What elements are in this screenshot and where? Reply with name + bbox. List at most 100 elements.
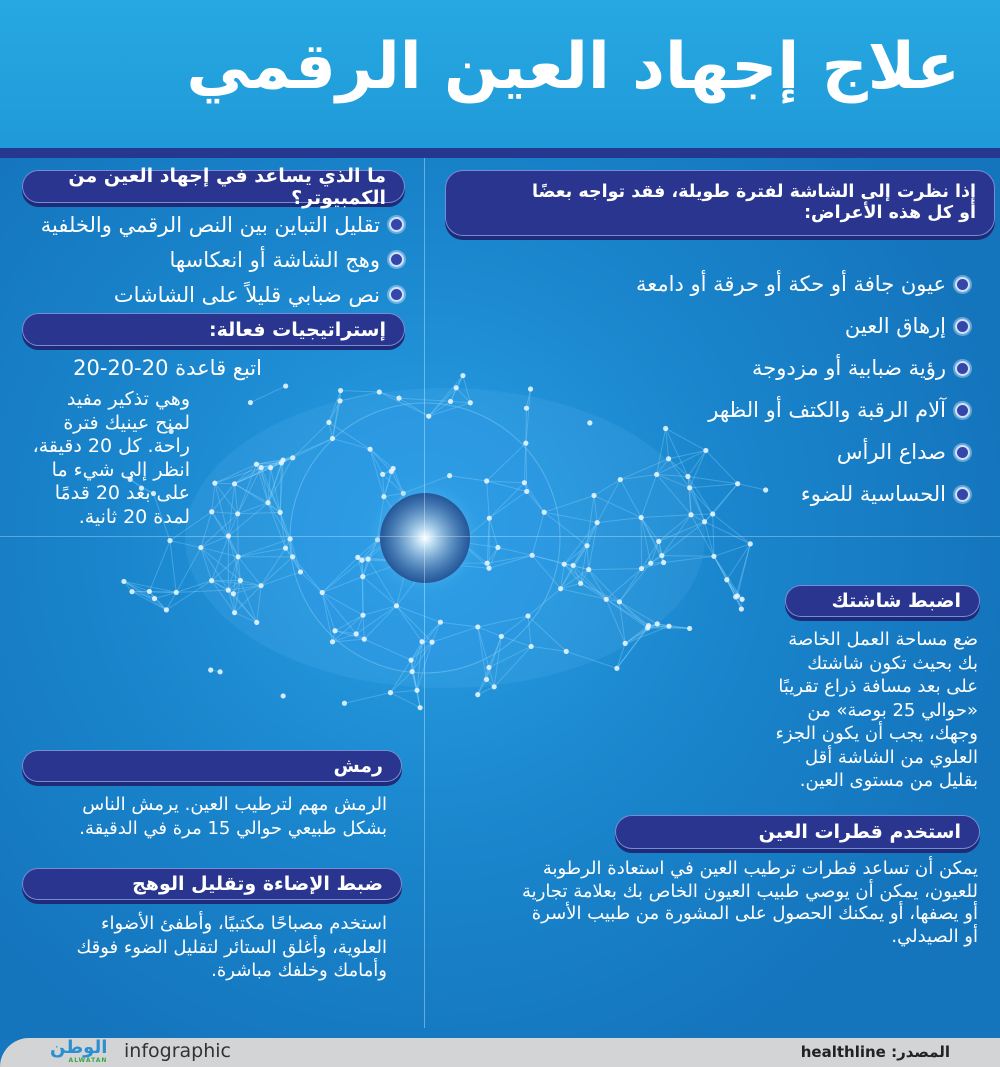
- mesh-line: [233, 585, 262, 595]
- mesh-line: [200, 513, 239, 548]
- mesh-line: [267, 457, 294, 503]
- mesh-line: [322, 576, 363, 593]
- mesh-node: [208, 578, 215, 584]
- mesh-node: [486, 565, 492, 571]
- mesh-line: [369, 448, 392, 472]
- mesh-line: [214, 482, 235, 485]
- mesh-node: [523, 405, 530, 411]
- bullet-icon: [955, 402, 970, 418]
- mesh-line: [227, 535, 241, 581]
- mesh-line: [300, 571, 323, 593]
- mesh-node: [498, 633, 504, 640]
- mesh-line: [321, 592, 364, 616]
- bullet-icon: [955, 318, 970, 334]
- mesh-line: [689, 487, 714, 515]
- header-divider: [0, 148, 1000, 158]
- mesh-node: [701, 519, 708, 525]
- text-line: على بعد مسافة ذراع تقريبًا: [778, 676, 978, 697]
- mesh-node: [235, 554, 241, 560]
- mesh-line: [255, 463, 281, 513]
- mesh-line: [687, 476, 714, 515]
- mesh-line: [237, 511, 281, 515]
- mesh-line: [665, 428, 689, 477]
- mesh-line: [369, 448, 394, 469]
- question-heading: ما الذي يساعد في إجهاد العين من الكمبيوت…: [22, 165, 405, 209]
- mesh-line: [328, 390, 342, 423]
- text-line: العلوي من الشاشة أقل: [804, 746, 978, 768]
- mesh-line: [488, 554, 533, 569]
- heading-line: أو كل هذه الأعراض:: [804, 203, 976, 223]
- mesh-line: [362, 558, 369, 577]
- mesh-line: [488, 482, 525, 519]
- text-line: على بعد 20 قدمًا: [54, 482, 190, 504]
- mesh-line: [525, 408, 527, 444]
- mesh-line: [211, 483, 216, 512]
- mesh-line: [544, 511, 598, 524]
- mesh-node: [734, 593, 740, 599]
- mesh-line: [620, 473, 657, 481]
- mesh-line: [234, 467, 262, 485]
- mesh-node: [437, 619, 444, 625]
- mesh-line: [586, 545, 590, 570]
- mesh-line: [211, 556, 239, 581]
- mesh-line: [689, 487, 706, 522]
- list-item: رؤية ضبابية أو مزدوجة: [636, 347, 970, 389]
- mesh-line: [477, 626, 502, 637]
- mesh-line: [616, 627, 649, 669]
- mesh-node: [475, 624, 481, 630]
- mesh-line: [267, 502, 287, 549]
- mesh-line: [211, 511, 238, 515]
- mesh-line: [527, 615, 567, 652]
- mesh-line: [261, 457, 293, 469]
- mesh-line: [593, 479, 621, 496]
- mesh-node: [278, 460, 285, 466]
- mesh-line: [488, 645, 532, 668]
- mesh-line: [656, 450, 707, 475]
- mesh-node: [209, 509, 215, 515]
- mesh-line: [523, 443, 527, 483]
- mesh-node: [527, 386, 534, 392]
- mesh-node: [638, 565, 645, 572]
- mesh-line: [260, 556, 293, 587]
- mesh-line: [328, 422, 333, 439]
- mesh-line: [656, 473, 690, 489]
- mesh-line: [486, 480, 527, 492]
- mesh-line: [176, 580, 212, 593]
- mesh-line: [410, 660, 421, 708]
- mesh-line: [200, 547, 213, 581]
- mesh-node: [225, 533, 232, 539]
- mesh-line: [431, 622, 441, 643]
- mesh-line: [234, 467, 271, 485]
- mesh-line: [148, 591, 167, 611]
- item-text: الحساسية للضوء: [800, 482, 946, 506]
- mesh-line: [200, 535, 229, 549]
- bullet-icon: [389, 287, 404, 302]
- mesh-node: [231, 610, 238, 616]
- mesh-line: [396, 605, 433, 643]
- mesh-line: [369, 448, 384, 475]
- mesh-line: [234, 580, 241, 613]
- mesh-node: [524, 488, 530, 495]
- mesh-line: [154, 598, 167, 611]
- mesh-line: [713, 556, 737, 598]
- mesh-line: [726, 579, 738, 597]
- mesh-node: [225, 587, 231, 593]
- mesh-line: [363, 605, 397, 640]
- mesh-line: [321, 557, 359, 593]
- list-item: وهج الشاشة أو انعكاسها: [41, 242, 404, 277]
- mesh-line: [687, 476, 738, 485]
- mesh-line: [123, 581, 155, 599]
- mesh-line: [237, 556, 262, 587]
- mesh-line: [668, 449, 706, 460]
- mesh-line: [619, 562, 652, 603]
- mesh-node: [561, 561, 567, 567]
- mesh-line: [690, 513, 713, 516]
- mesh-node: [446, 473, 453, 479]
- mesh-line: [131, 591, 155, 600]
- list-item: تقليل التباين بين النص الرقمي والخلفية: [41, 207, 404, 242]
- mesh-node: [265, 500, 271, 506]
- mesh-line: [647, 625, 670, 629]
- mesh-node: [419, 639, 425, 645]
- mesh-node: [287, 536, 293, 542]
- mesh-line: [428, 387, 457, 417]
